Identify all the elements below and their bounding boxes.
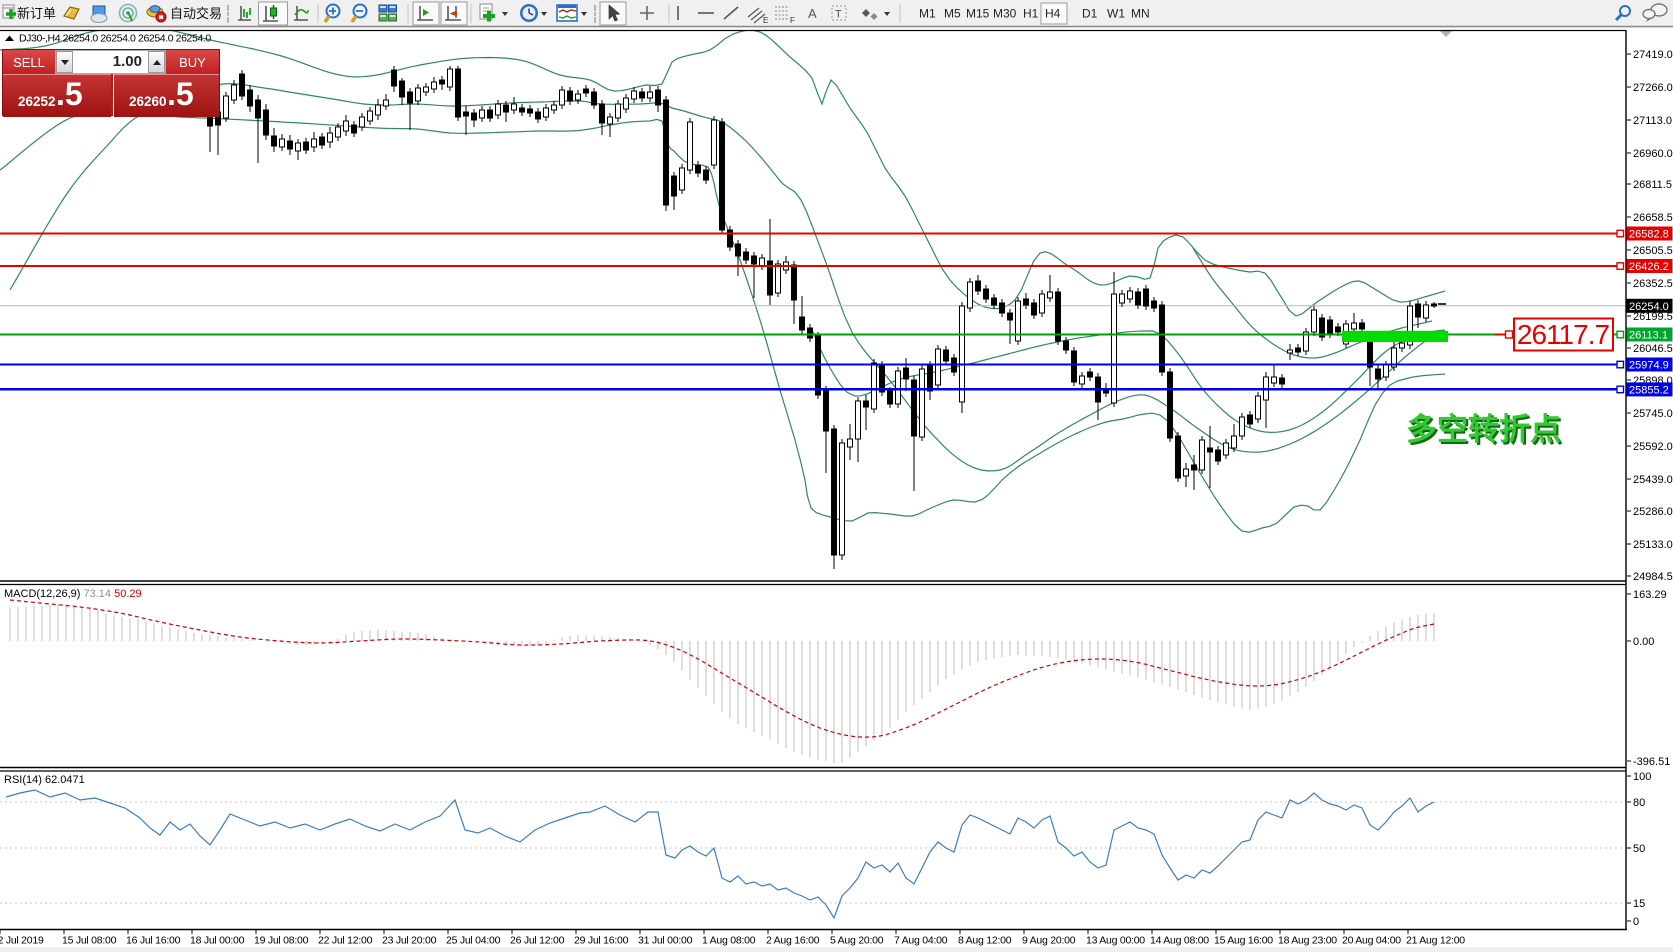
svg-text:26117.7: 26117.7 <box>1517 319 1610 350</box>
svg-text:MN: MN <box>1131 7 1150 21</box>
svg-text:2 Aug 16:00: 2 Aug 16:00 <box>766 935 820 947</box>
svg-text:18 Aug 23:00: 18 Aug 23:00 <box>1278 935 1337 947</box>
svg-text:26046.5: 26046.5 <box>1633 343 1673 355</box>
svg-text:25745.0: 25745.0 <box>1633 408 1673 420</box>
svg-text:29 Jul 16:00: 29 Jul 16:00 <box>574 935 629 947</box>
svg-text:26811.5: 26811.5 <box>1633 179 1672 191</box>
svg-text:多空转折点: 多空转折点 <box>1406 412 1561 447</box>
svg-text:31 Jul 00:00: 31 Jul 00:00 <box>638 935 693 947</box>
svg-text:M30: M30 <box>993 7 1017 21</box>
svg-text:H4: H4 <box>1045 7 1061 21</box>
svg-text:22 Jul 12:00: 22 Jul 12:00 <box>318 935 373 947</box>
svg-text:19 Jul 08:00: 19 Jul 08:00 <box>254 935 309 947</box>
svg-text:26426.2: 26426.2 <box>1629 261 1669 273</box>
svg-text:H1: H1 <box>1023 7 1039 21</box>
svg-text:26352.5: 26352.5 <box>1633 278 1673 290</box>
svg-text:27419.0: 27419.0 <box>1633 49 1673 61</box>
svg-text:W1: W1 <box>1107 7 1125 21</box>
svg-text:D1: D1 <box>1082 7 1098 21</box>
svg-text:-396.51: -396.51 <box>1633 756 1670 768</box>
svg-text:25855.2: 25855.2 <box>1629 384 1669 396</box>
svg-text:MACD(12,26,9) 73.14 50.29: MACD(12,26,9) 73.14 50.29 <box>4 588 142 600</box>
svg-text:M5: M5 <box>944 7 961 21</box>
svg-text:M15: M15 <box>966 7 990 21</box>
svg-text:9 Aug 20:00: 9 Aug 20:00 <box>1022 935 1076 947</box>
svg-text:14 Aug 08:00: 14 Aug 08:00 <box>1150 935 1209 947</box>
svg-text:24984.5: 24984.5 <box>1633 571 1673 583</box>
svg-text:18 Jul 00:00: 18 Jul 00:00 <box>190 935 245 947</box>
svg-text:26960.0: 26960.0 <box>1633 148 1673 160</box>
svg-text:26582.8: 26582.8 <box>1629 229 1669 241</box>
svg-text:20 Aug 04:00: 20 Aug 04:00 <box>1342 935 1401 947</box>
svg-text:50: 50 <box>1633 843 1645 855</box>
svg-text:7 Aug 04:00: 7 Aug 04:00 <box>894 935 948 947</box>
svg-text:F: F <box>790 16 795 25</box>
svg-text:23 Jul 20:00: 23 Jul 20:00 <box>382 935 437 947</box>
svg-text:25286.0: 25286.0 <box>1633 506 1673 518</box>
svg-text:M1: M1 <box>919 7 936 21</box>
svg-text:100: 100 <box>1633 771 1651 783</box>
svg-text:13 Aug 00:00: 13 Aug 00:00 <box>1086 935 1145 947</box>
svg-text:80: 80 <box>1633 797 1645 809</box>
svg-text:25 Jul 04:00: 25 Jul 04:00 <box>446 935 501 947</box>
svg-text:25974.9: 25974.9 <box>1629 360 1669 372</box>
svg-text:DJ30-,H4 26254.0 26254.0 2625: DJ30-,H4 26254.0 26254.0 26254.0 26254.0 <box>19 33 211 45</box>
svg-text:26 Jul 12:00: 26 Jul 12:00 <box>510 935 565 947</box>
svg-text:新订单: 新订单 <box>17 6 56 21</box>
svg-text:15 Aug 16:00: 15 Aug 16:00 <box>1214 935 1273 947</box>
svg-text:自动交易: 自动交易 <box>170 6 222 21</box>
svg-text:12 Jul 2019: 12 Jul 2019 <box>0 935 44 947</box>
svg-text:1 Aug 08:00: 1 Aug 08:00 <box>702 935 756 947</box>
svg-text:15: 15 <box>1633 898 1645 910</box>
svg-text:0.00: 0.00 <box>1633 636 1654 648</box>
svg-text:A: A <box>808 6 817 21</box>
svg-text:15 Jul 08:00: 15 Jul 08:00 <box>62 935 117 947</box>
svg-text:T: T <box>835 9 842 21</box>
svg-text:E: E <box>763 16 768 25</box>
svg-text:16 Jul 16:00: 16 Jul 16:00 <box>126 935 181 947</box>
svg-text:26199.5: 26199.5 <box>1633 311 1673 323</box>
svg-text:26254.0: 26254.0 <box>1629 301 1669 313</box>
svg-text:25592.0: 25592.0 <box>1633 441 1673 453</box>
svg-text:8 Aug 12:00: 8 Aug 12:00 <box>958 935 1012 947</box>
svg-text:26658.5: 26658.5 <box>1633 212 1673 224</box>
svg-text:25133.0: 25133.0 <box>1633 539 1673 551</box>
svg-text:27113.0: 27113.0 <box>1633 115 1672 127</box>
svg-text:RSI(14) 62.0471: RSI(14) 62.0471 <box>4 774 85 786</box>
svg-text:5 Aug 20:00: 5 Aug 20:00 <box>830 935 884 947</box>
svg-text:163.29: 163.29 <box>1633 589 1667 601</box>
svg-text:26505.5: 26505.5 <box>1633 245 1673 257</box>
svg-text:27266.0: 27266.0 <box>1633 82 1673 94</box>
svg-text:21 Aug 12:00: 21 Aug 12:00 <box>1406 935 1465 947</box>
svg-text:26113.1: 26113.1 <box>1629 330 1668 342</box>
svg-text:25439.0: 25439.0 <box>1633 474 1673 486</box>
svg-text:0: 0 <box>1633 916 1639 928</box>
